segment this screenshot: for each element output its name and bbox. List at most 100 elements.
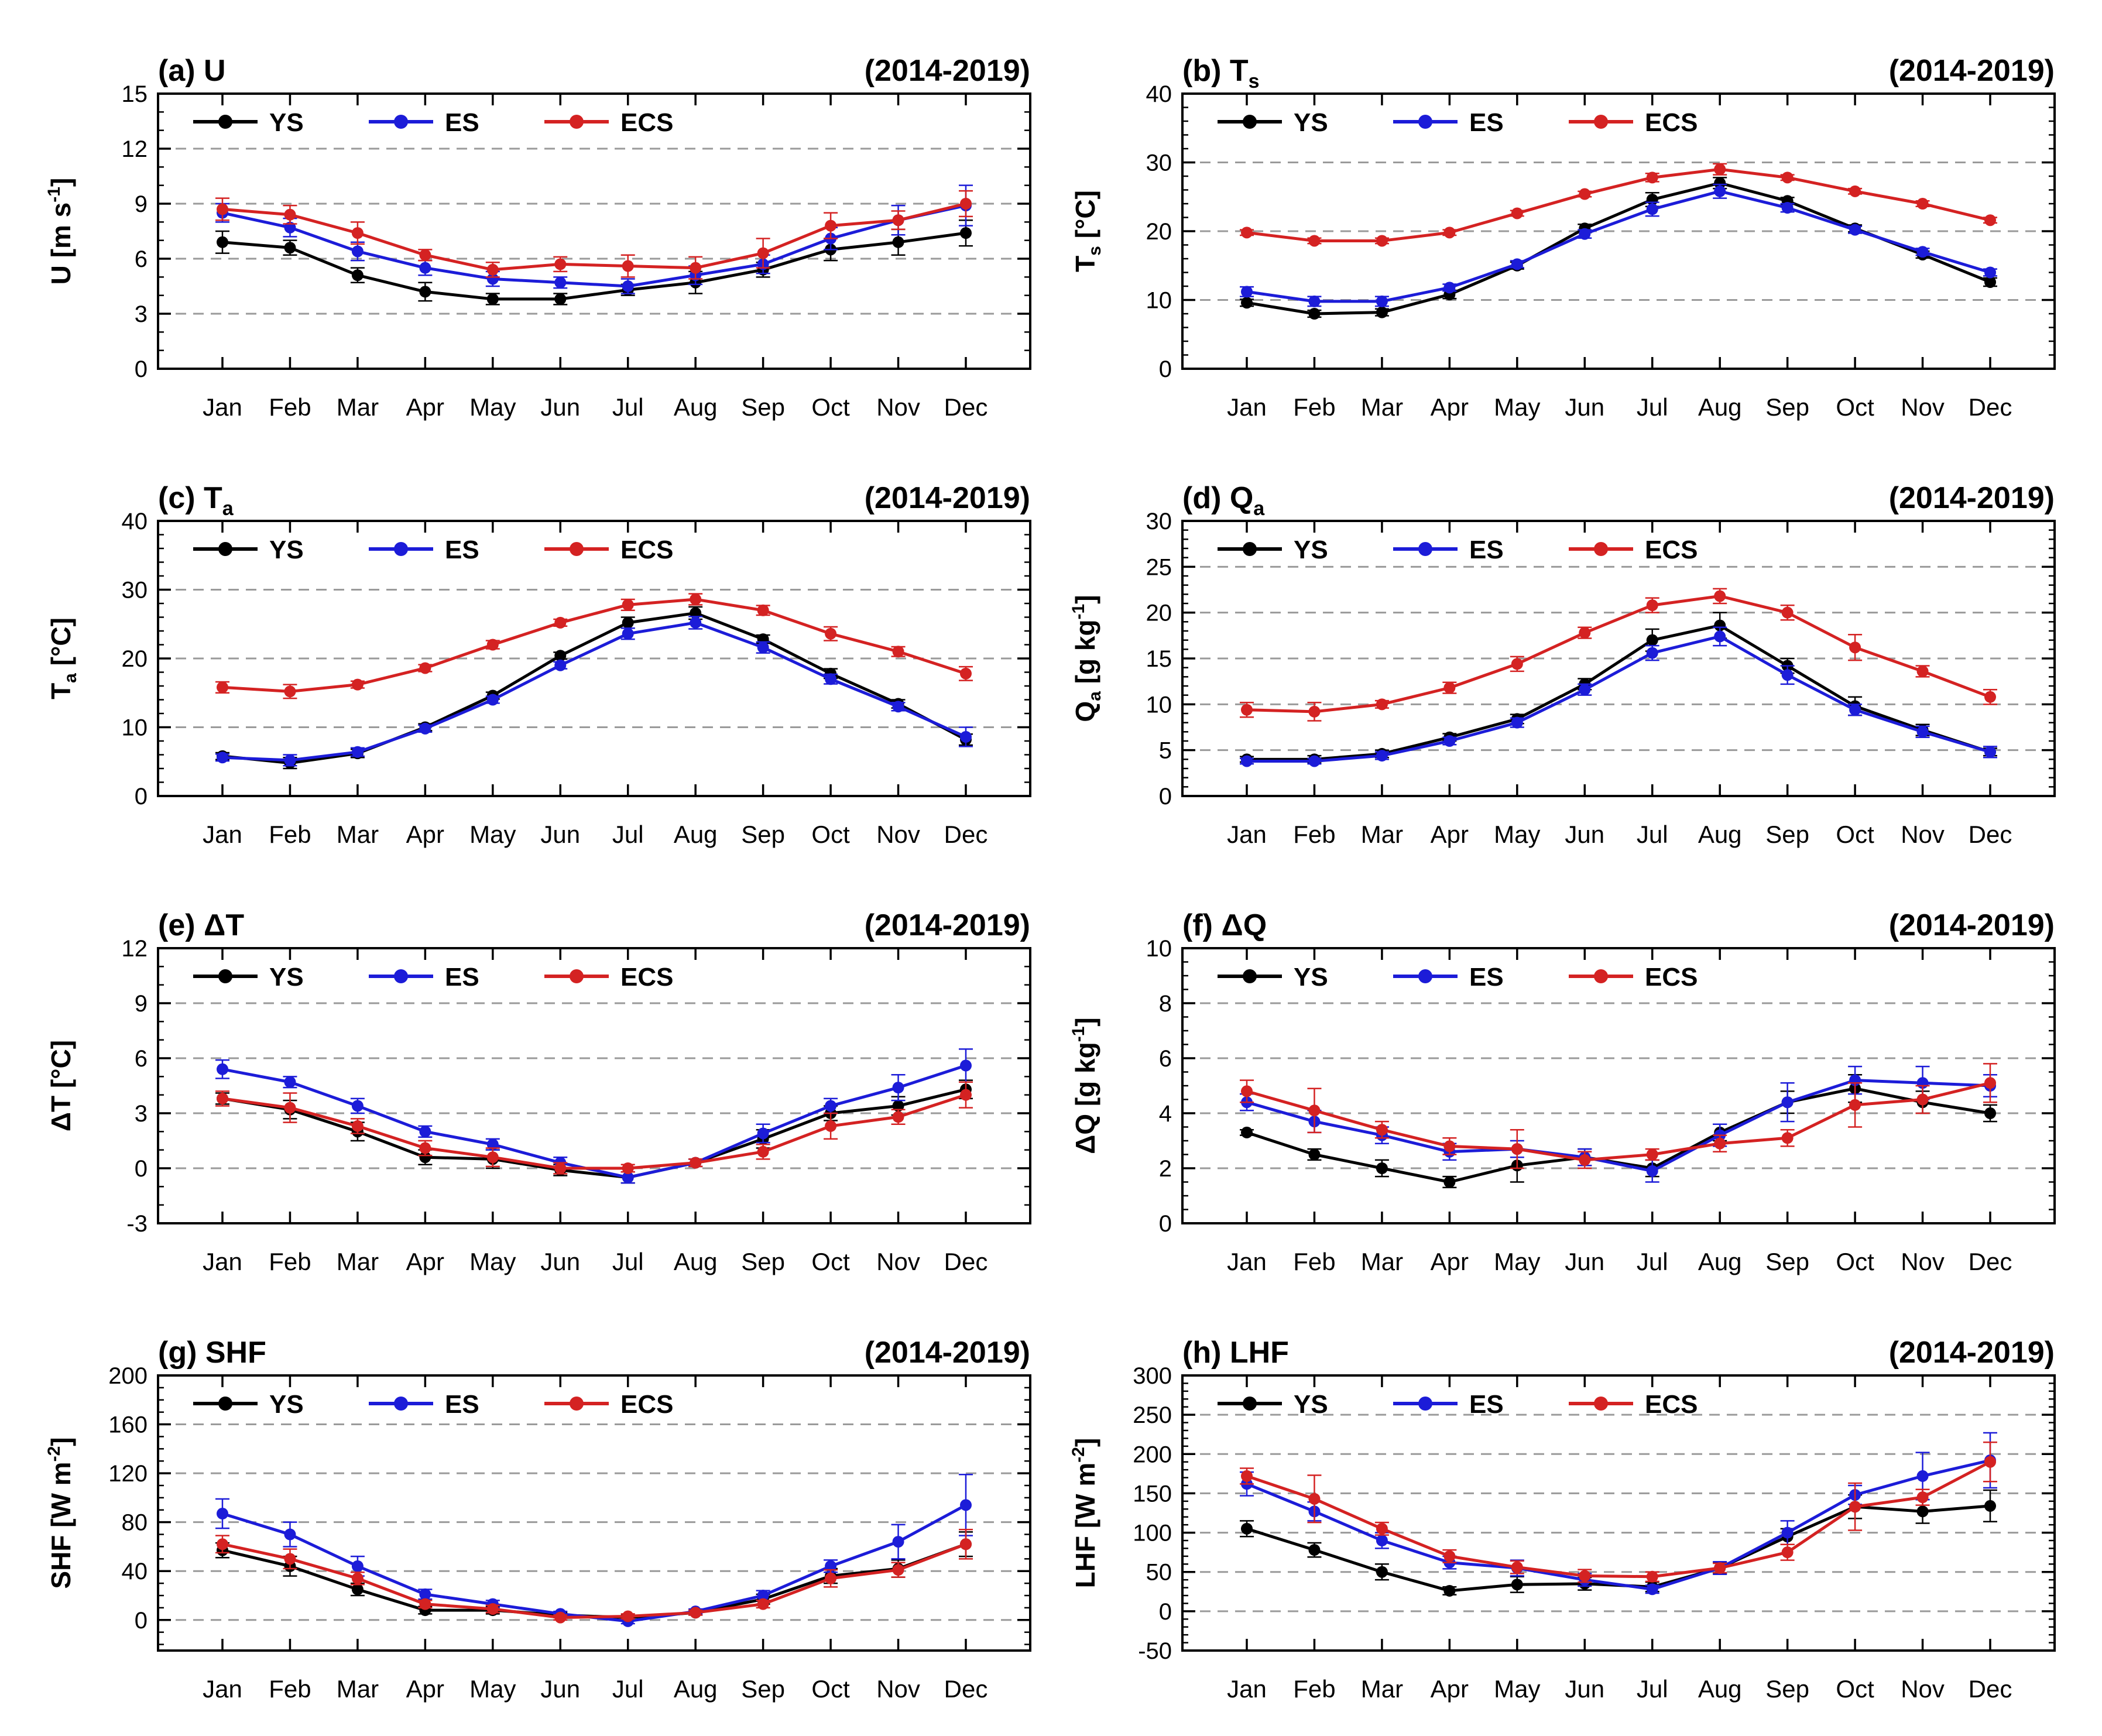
data-point: [554, 1162, 567, 1174]
data-point: [825, 219, 837, 232]
data-point: [1308, 1148, 1321, 1161]
y-tick-label: 0: [135, 356, 148, 382]
series-line: [1246, 1459, 1991, 1591]
x-tick-label: Sep: [741, 393, 785, 421]
x-tick-label: Mar: [1361, 393, 1403, 421]
series-line: [222, 1542, 966, 1620]
plot-frame: [157, 947, 1031, 1224]
data-point: [1241, 1126, 1253, 1138]
series-ecs: [1240, 1063, 1997, 1169]
x-tick-label: Apr: [406, 1675, 444, 1703]
x-tick-label: Apr: [406, 1248, 444, 1275]
x-tick-label: Dec: [944, 1248, 988, 1275]
legend-marker: [1594, 969, 1608, 983]
data-point: [419, 286, 431, 298]
x-tick-label: Aug: [1698, 393, 1742, 421]
data-point: [1511, 658, 1523, 670]
x-tick-label: Oct: [1836, 821, 1874, 848]
data-point: [892, 214, 904, 227]
legend-marker: [1243, 115, 1257, 129]
plot-frame: [1181, 1374, 2056, 1652]
legend-marker: [570, 1397, 584, 1411]
y-tick-label: 40: [122, 1559, 148, 1584]
data-point: [351, 1572, 364, 1584]
x-tick-label: Jun: [540, 393, 580, 421]
data-point: [1916, 246, 1929, 258]
legend-marker: [218, 969, 232, 983]
data-point: [217, 681, 228, 694]
x-tick-label: Jan: [203, 1675, 242, 1703]
data-point: [622, 280, 634, 292]
x-tick-label: Feb: [1293, 1248, 1335, 1275]
y-tick-label: 0: [135, 784, 148, 809]
text-span: ]: [46, 178, 76, 187]
y-tick-label: 12: [122, 136, 148, 162]
y-tick-label: 2: [1159, 1156, 1172, 1182]
data-point: [419, 1126, 431, 1138]
series-line: [222, 621, 967, 762]
data-point: [1849, 1501, 1861, 1513]
data-point: [757, 247, 769, 259]
x-tick-label: Oct: [811, 1248, 850, 1275]
legend: YS ES ECS: [1218, 963, 1698, 991]
y-tick-label: 6: [1159, 1046, 1172, 1072]
data-point: [486, 1151, 499, 1164]
data-point: [960, 1089, 972, 1101]
legend: YS ES ECS: [193, 108, 673, 137]
x-tick-label: Nov: [1901, 393, 1945, 421]
data-point: [1376, 1566, 1388, 1578]
series-line: [222, 611, 967, 765]
panel-title: (d) Qa: [1182, 481, 1265, 520]
data-point: [1781, 171, 1794, 184]
text-span: ΔT: [204, 908, 244, 942]
x-tick-label: Jun: [1565, 1248, 1604, 1275]
data-point: [351, 1583, 364, 1596]
series-line: [1246, 1460, 1991, 1579]
x-tick-label: Nov: [1901, 1248, 1945, 1275]
legend-label: YS: [269, 1390, 304, 1419]
data-point: [1308, 295, 1321, 307]
y-tick-label: 5: [1159, 738, 1172, 764]
text-span: ΔT [°C]: [46, 1040, 76, 1131]
data-point: [1781, 1546, 1794, 1559]
x-tick-label: Jul: [1637, 1675, 1668, 1703]
x-tick-label: May: [1494, 393, 1540, 421]
data-point: [1984, 214, 1996, 227]
legend-label: YS: [1294, 536, 1328, 564]
y-tick-label: 10: [1146, 288, 1172, 314]
data-point: [1646, 647, 1658, 659]
data-point: [892, 1111, 904, 1123]
series-line: [1246, 594, 1991, 713]
y-tick-label: 0: [135, 1156, 148, 1182]
text-span: [g kg: [1070, 619, 1100, 691]
data-point: [1376, 1522, 1388, 1535]
legend-marker: [1243, 1397, 1257, 1411]
legend: YS ES ECS: [193, 536, 673, 564]
data-point: [284, 1102, 296, 1114]
data-point: [1376, 235, 1388, 247]
series-es: [215, 616, 973, 767]
legend-label: YS: [269, 108, 304, 137]
panel-c: 0 10 20 30 40 Jan Feb Mar Apr May Jun Jul Aug Sep Oct N…: [46, 481, 1031, 848]
data-point: [1916, 665, 1929, 677]
data-point: [217, 1508, 228, 1520]
text-span: a: [222, 498, 234, 520]
panel-title: (a) U: [158, 54, 226, 88]
data-point: [1579, 1154, 1591, 1166]
y-axis-label: LHF [W m-2]: [1069, 1438, 1100, 1589]
legend-marker: [218, 1397, 232, 1411]
period-label: (2014-2019): [865, 54, 1030, 88]
data-point: [1984, 1456, 1996, 1468]
data-point: [1241, 755, 1253, 767]
data-point: [1646, 1165, 1658, 1177]
data-point: [1376, 1162, 1388, 1174]
series-ecs: [215, 1528, 973, 1624]
series-ecs: [215, 1081, 973, 1175]
text-span: ΔQ [g kg: [1070, 1042, 1100, 1154]
text-span: -1: [1069, 1027, 1088, 1042]
data-point: [351, 245, 364, 258]
legend-marker: [394, 1397, 408, 1411]
data-point: [486, 293, 499, 305]
legend-label: YS: [269, 536, 304, 564]
y-axis-label: ΔT [°C]: [46, 1040, 76, 1131]
